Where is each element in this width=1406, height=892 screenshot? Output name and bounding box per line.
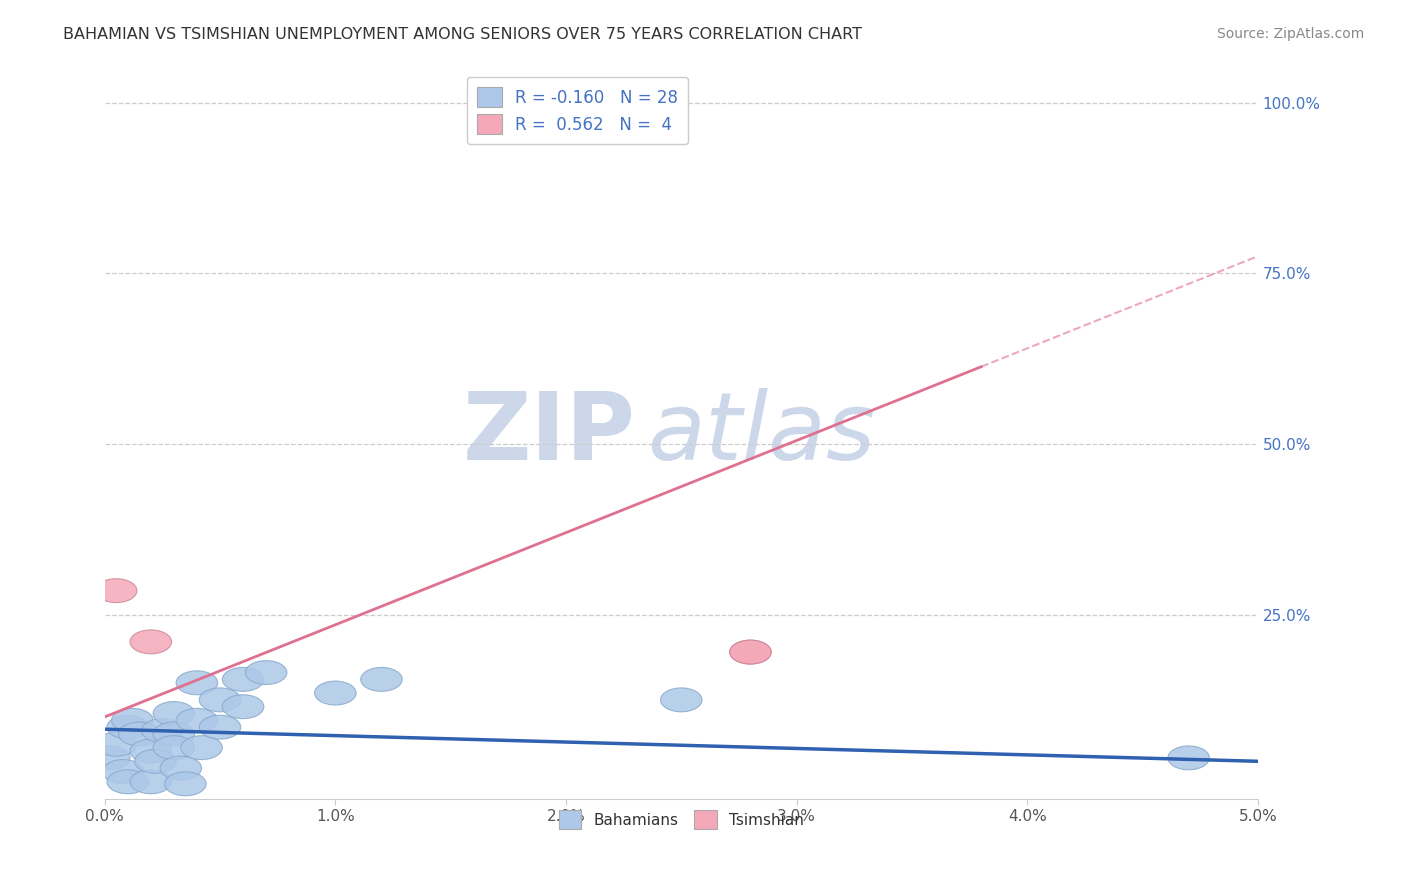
Ellipse shape [96,732,136,756]
Ellipse shape [176,671,218,695]
Ellipse shape [176,708,218,732]
Ellipse shape [135,749,176,773]
Ellipse shape [730,640,772,664]
Ellipse shape [129,770,172,794]
Ellipse shape [222,667,264,691]
Ellipse shape [200,715,240,739]
Ellipse shape [165,772,207,796]
Ellipse shape [315,681,356,705]
Ellipse shape [246,661,287,684]
Ellipse shape [222,695,264,719]
Text: BAHAMIAN VS TSIMSHIAN UNEMPLOYMENT AMONG SENIORS OVER 75 YEARS CORRELATION CHART: BAHAMIAN VS TSIMSHIAN UNEMPLOYMENT AMONG… [63,27,862,42]
Legend: Bahamians, Tsimshian: Bahamians, Tsimshian [553,805,810,835]
Ellipse shape [153,722,194,746]
Ellipse shape [118,722,160,746]
Ellipse shape [200,688,240,712]
Ellipse shape [153,702,194,725]
Ellipse shape [730,640,772,664]
Ellipse shape [96,579,136,603]
Text: ZIP: ZIP [463,388,636,480]
Ellipse shape [661,688,702,712]
Ellipse shape [89,746,129,770]
Ellipse shape [1168,746,1209,770]
Ellipse shape [181,736,222,760]
Ellipse shape [153,736,194,760]
Ellipse shape [103,760,143,783]
Ellipse shape [129,739,172,763]
Ellipse shape [111,708,153,732]
Ellipse shape [361,667,402,691]
Ellipse shape [160,756,201,780]
Ellipse shape [142,719,183,742]
Text: atlas: atlas [647,388,875,479]
Text: Source: ZipAtlas.com: Source: ZipAtlas.com [1216,27,1364,41]
Ellipse shape [107,715,149,739]
Ellipse shape [107,770,149,794]
Ellipse shape [129,630,172,654]
